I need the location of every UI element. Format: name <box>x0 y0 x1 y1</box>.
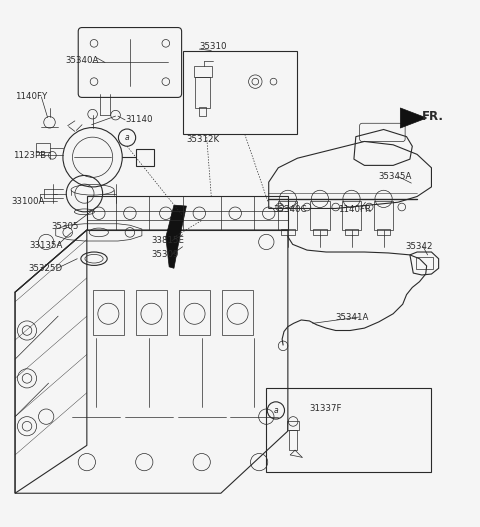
Bar <box>311 201 329 230</box>
Text: 1140FY: 1140FY <box>15 92 48 101</box>
Bar <box>222 290 253 335</box>
Text: 33135A: 33135A <box>29 241 63 250</box>
Text: 1123PB: 1123PB <box>12 151 46 160</box>
Polygon shape <box>166 205 186 268</box>
Text: a: a <box>125 133 130 142</box>
Text: 35341A: 35341A <box>336 313 369 321</box>
Bar <box>313 229 326 235</box>
Bar <box>136 290 167 335</box>
Text: 35342: 35342 <box>405 242 432 251</box>
Bar <box>374 201 393 230</box>
Bar <box>342 201 361 230</box>
Bar <box>182 51 298 134</box>
Text: 35312K: 35312K <box>186 134 219 143</box>
Bar <box>416 257 433 269</box>
Bar <box>287 422 300 430</box>
Text: FR.: FR. <box>422 110 444 123</box>
Text: 35310: 35310 <box>199 42 227 51</box>
Bar <box>266 388 432 472</box>
Text: 35305: 35305 <box>51 222 78 231</box>
Text: 35309: 35309 <box>152 250 179 259</box>
Bar <box>93 290 124 335</box>
Text: 35345A: 35345A <box>379 172 412 181</box>
Bar <box>289 430 298 450</box>
Bar <box>278 201 298 230</box>
Bar <box>195 77 210 108</box>
Bar <box>281 229 295 235</box>
Text: 33815E: 33815E <box>152 236 184 245</box>
Text: 33100A: 33100A <box>11 197 45 206</box>
Text: 31140: 31140 <box>125 115 153 124</box>
Polygon shape <box>400 108 427 128</box>
Text: 35340C: 35340C <box>274 205 307 214</box>
Text: 1140FR: 1140FR <box>338 205 371 214</box>
Text: a: a <box>274 406 278 415</box>
Bar <box>193 66 212 77</box>
Bar <box>345 229 358 235</box>
Text: 35340A: 35340A <box>65 55 99 65</box>
Bar <box>179 290 210 335</box>
Text: 31337F: 31337F <box>310 405 342 414</box>
Text: 35325D: 35325D <box>28 264 62 273</box>
Bar <box>136 149 154 166</box>
Bar <box>377 229 390 235</box>
Bar <box>36 143 49 152</box>
Bar <box>199 107 206 115</box>
